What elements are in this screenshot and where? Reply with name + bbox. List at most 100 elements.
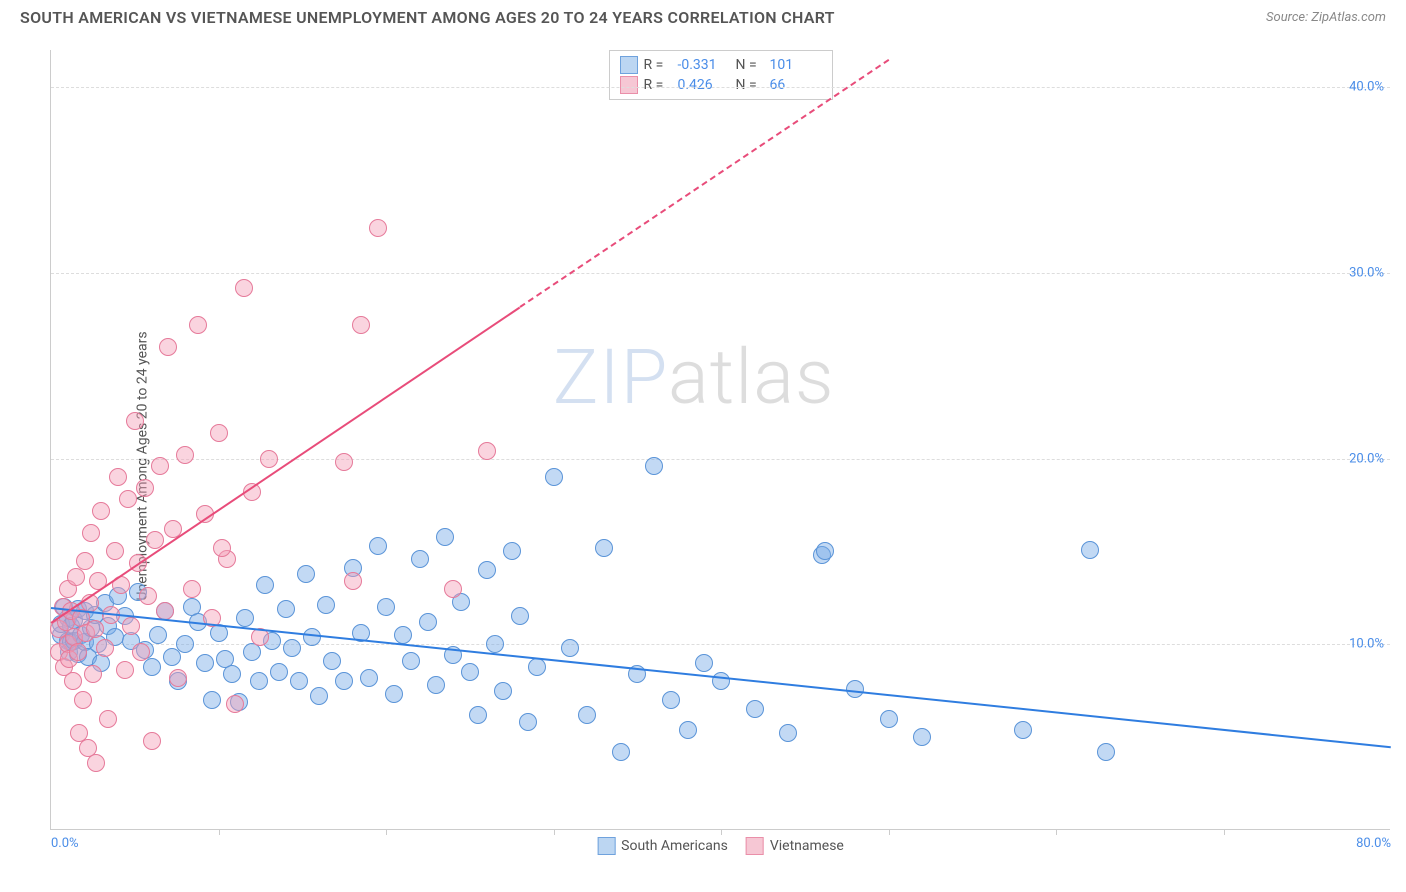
scatter-point bbox=[511, 607, 529, 625]
scatter-point bbox=[151, 457, 169, 475]
scatter-point bbox=[679, 721, 697, 739]
scatter-point bbox=[377, 598, 395, 616]
legend-swatch bbox=[746, 837, 764, 855]
scatter-point bbox=[578, 706, 596, 724]
scatter-point bbox=[290, 672, 308, 690]
scatter-point bbox=[250, 672, 268, 690]
scatter-point bbox=[156, 602, 174, 620]
scatter-point bbox=[189, 316, 207, 334]
scatter-point bbox=[478, 561, 496, 579]
legend-swatch bbox=[597, 837, 615, 855]
correlation-legend-row: R =-0.331N =101 bbox=[620, 55, 822, 75]
scatter-point bbox=[545, 468, 563, 486]
legend-r-label: R = bbox=[644, 77, 672, 93]
gridline bbox=[51, 87, 1390, 88]
scatter-point bbox=[469, 706, 487, 724]
legend-r-value: -0.331 bbox=[678, 57, 730, 73]
scatter-point bbox=[116, 661, 134, 679]
scatter-point bbox=[913, 728, 931, 746]
scatter-point bbox=[223, 665, 241, 683]
scatter-point bbox=[122, 617, 140, 635]
legend-n-label: N = bbox=[736, 57, 764, 73]
scatter-point bbox=[360, 669, 378, 687]
x-tick-mark bbox=[1224, 829, 1225, 835]
scatter-point bbox=[277, 600, 295, 618]
watermark-zip: ZIP bbox=[553, 332, 668, 422]
scatter-point bbox=[436, 528, 454, 546]
scatter-point bbox=[169, 669, 187, 687]
scatter-point bbox=[369, 219, 387, 237]
scatter-point bbox=[69, 643, 87, 661]
scatter-point bbox=[461, 663, 479, 681]
scatter-point bbox=[385, 685, 403, 703]
scatter-point bbox=[109, 468, 127, 486]
chart-header: SOUTH AMERICAN VS VIETNAMESE UNEMPLOYMEN… bbox=[0, 0, 1406, 31]
y-tick-label: 20.0% bbox=[1349, 451, 1384, 466]
scatter-point bbox=[411, 550, 429, 568]
scatter-point bbox=[695, 654, 713, 672]
scatter-point bbox=[260, 450, 278, 468]
scatter-point bbox=[183, 580, 201, 598]
scatter-point bbox=[119, 490, 137, 508]
gridline bbox=[51, 459, 1390, 460]
scatter-point bbox=[176, 635, 194, 653]
gridline bbox=[51, 273, 1390, 274]
scatter-point bbox=[84, 665, 102, 683]
scatter-point bbox=[87, 754, 105, 772]
scatter-point bbox=[86, 620, 104, 638]
scatter-point bbox=[235, 279, 253, 297]
scatter-point bbox=[159, 338, 177, 356]
scatter-point bbox=[143, 658, 161, 676]
scatter-point bbox=[561, 639, 579, 657]
chart-wrap: Unemployment Among Ages 20 to 24 years Z… bbox=[0, 40, 1406, 892]
scatter-point bbox=[478, 442, 496, 460]
scatter-point bbox=[136, 479, 154, 497]
scatter-point bbox=[779, 724, 797, 742]
scatter-point bbox=[1014, 721, 1032, 739]
scatter-point bbox=[126, 412, 144, 430]
scatter-point bbox=[746, 700, 764, 718]
scatter-point bbox=[323, 652, 341, 670]
scatter-point bbox=[1081, 541, 1099, 559]
scatter-point bbox=[846, 680, 864, 698]
chart-source: Source: ZipAtlas.com bbox=[1266, 10, 1386, 25]
scatter-point bbox=[132, 643, 150, 661]
scatter-point bbox=[203, 691, 221, 709]
x-tick-mark bbox=[386, 829, 387, 835]
x-tick-label: 0.0% bbox=[51, 836, 79, 851]
x-tick-label: 80.0% bbox=[1356, 836, 1391, 851]
x-tick-mark bbox=[554, 829, 555, 835]
x-tick-mark bbox=[889, 829, 890, 835]
scatter-point bbox=[210, 424, 228, 442]
series-legend-item: Vietnamese bbox=[746, 837, 844, 855]
scatter-point bbox=[67, 568, 85, 586]
correlation-legend: R =-0.331N =101R =0.426N =66 bbox=[609, 50, 833, 100]
trend-line bbox=[50, 306, 520, 623]
scatter-point bbox=[236, 609, 254, 627]
scatter-point bbox=[226, 695, 244, 713]
scatter-point bbox=[369, 537, 387, 555]
scatter-point bbox=[256, 576, 274, 594]
scatter-point bbox=[486, 635, 504, 653]
plot-area: ZIPatlas R =-0.331N =101R =0.426N =66 So… bbox=[50, 50, 1390, 830]
scatter-point bbox=[419, 613, 437, 631]
legend-swatch bbox=[620, 76, 638, 94]
scatter-point bbox=[1097, 743, 1115, 761]
scatter-point bbox=[149, 626, 167, 644]
x-tick-mark bbox=[1056, 829, 1057, 835]
scatter-point bbox=[519, 713, 537, 731]
scatter-point bbox=[335, 672, 353, 690]
legend-n-value: 66 bbox=[770, 77, 822, 93]
scatter-point bbox=[612, 743, 630, 761]
watermark: ZIPatlas bbox=[553, 332, 835, 422]
y-tick-label: 30.0% bbox=[1349, 265, 1384, 280]
scatter-point bbox=[106, 542, 124, 560]
legend-series-name: South Americans bbox=[621, 838, 728, 854]
scatter-point bbox=[494, 682, 512, 700]
scatter-point bbox=[283, 639, 301, 657]
scatter-point bbox=[270, 663, 288, 681]
scatter-point bbox=[335, 453, 353, 471]
scatter-point bbox=[176, 446, 194, 464]
x-tick-mark bbox=[721, 829, 722, 835]
scatter-point bbox=[163, 648, 181, 666]
